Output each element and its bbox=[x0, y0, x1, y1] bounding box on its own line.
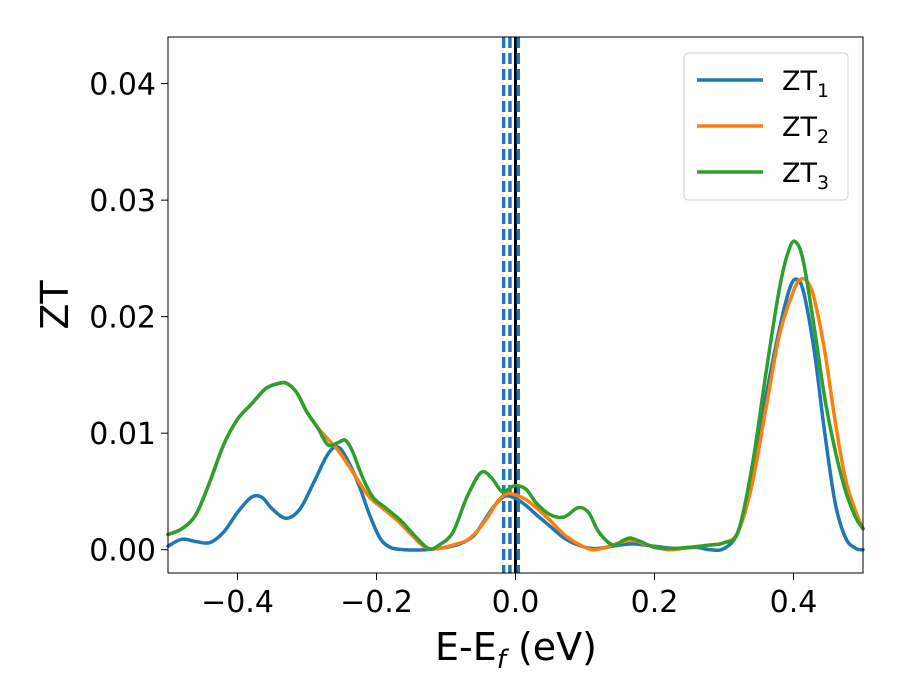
y-axis-title: ZT bbox=[33, 280, 77, 330]
x-axis-title-main: E-E bbox=[435, 625, 497, 669]
x-axis: −0.4 −0.2 0.0 0.2 0.4 bbox=[201, 573, 817, 620]
legend-box bbox=[683, 52, 849, 201]
x-tick-label: 0.2 bbox=[631, 585, 679, 620]
y-tick-label: 0.00 bbox=[89, 534, 156, 569]
reference-lines bbox=[501, 37, 521, 573]
y-tick-label: 0.02 bbox=[89, 301, 156, 336]
legend-label-zt3: ZT3 bbox=[782, 158, 829, 194]
x-tick-label: 0.0 bbox=[492, 585, 540, 620]
y-axis: 0.00 0.01 0.02 0.03 0.04 bbox=[89, 68, 168, 569]
series-line-zt3 bbox=[166, 239, 865, 551]
x-tick-label: 0.4 bbox=[770, 585, 818, 620]
legend-label-zt1: ZT1 bbox=[782, 66, 829, 102]
y-tick-label: 0.01 bbox=[89, 417, 156, 452]
y-tick-label: 0.03 bbox=[89, 184, 156, 219]
legend-entries: ZT1 ZT2 ZT3 bbox=[697, 66, 829, 194]
series-line-zt1 bbox=[166, 277, 865, 553]
series-lines bbox=[166, 239, 865, 553]
legend-label-zt2: ZT2 bbox=[782, 112, 829, 148]
legend: ZT1 ZT2 ZT3 bbox=[683, 52, 849, 201]
x-tick-label: −0.4 bbox=[201, 585, 274, 620]
x-axis-title-unit: (eV) bbox=[506, 625, 597, 669]
y-tick-label: 0.04 bbox=[89, 68, 156, 103]
x-tick-label: −0.2 bbox=[340, 585, 413, 620]
x-axis-title: E-Ef (eV) bbox=[435, 625, 597, 675]
